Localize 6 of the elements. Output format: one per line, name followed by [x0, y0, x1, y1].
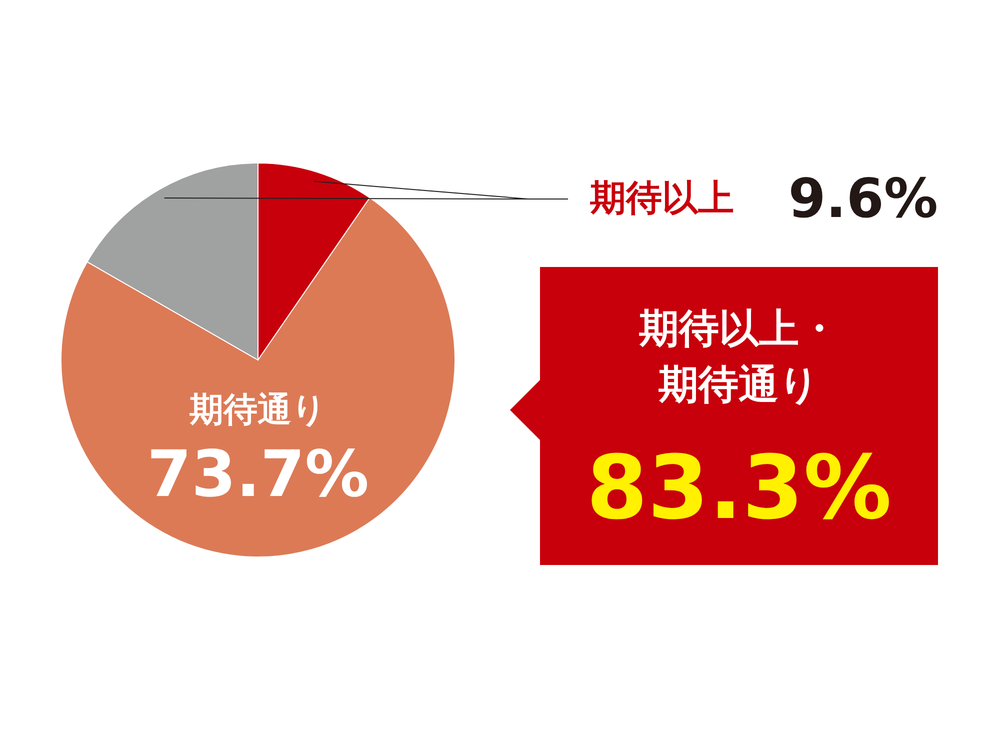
slice-label: 期待以上: [590, 178, 734, 219]
slice-label: 期待通り: [190, 390, 326, 430]
text: 期待以上・期待通り: [638, 305, 840, 410]
text: 83.3%: [586, 436, 892, 539]
data-label: 73.7%: [146, 438, 370, 512]
data-label: 9.6%: [788, 167, 938, 230]
